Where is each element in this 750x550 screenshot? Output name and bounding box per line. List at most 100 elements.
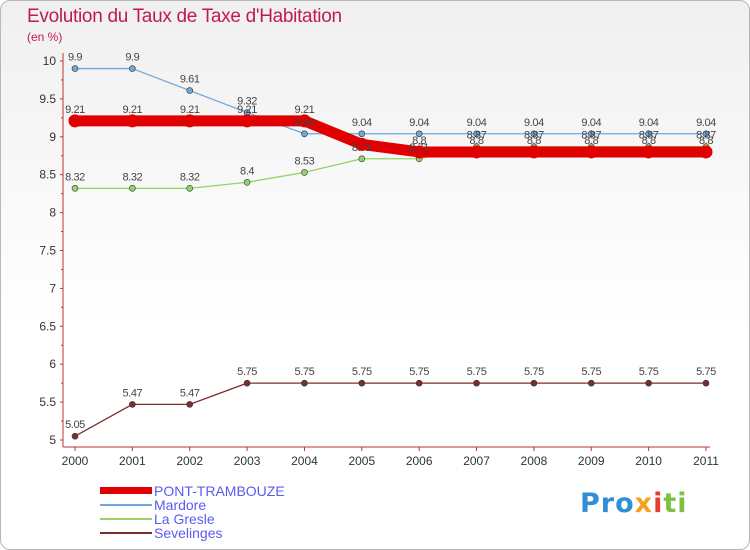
data-label-sevelinges: 5.47 [122, 387, 142, 399]
x-tick-label: 2011 [693, 454, 719, 468]
legend-swatch-sevelinges [100, 532, 152, 534]
x-tick-label: 2007 [463, 454, 490, 468]
point-sevelinges [358, 379, 366, 387]
point-mardore [71, 65, 79, 72]
x-tick-label: 2009 [578, 454, 605, 468]
data-label-mardore: 9.04 [581, 117, 601, 129]
data-label-la-gresle: 8.87 [639, 130, 659, 142]
data-label-mardore: 9.04 [352, 117, 372, 129]
data-label-sevelinges: 5.75 [639, 366, 659, 378]
point-sevelinges [243, 379, 251, 387]
point-pont-trambouze [699, 145, 713, 159]
point-mardore [301, 130, 308, 138]
x-tick-label: 2004 [291, 454, 318, 468]
data-label-mardore: 9.9 [125, 52, 139, 64]
point-sevelinges [186, 401, 194, 408]
data-label-la-gresle: 8.71 [409, 142, 429, 154]
point-sevelinges [587, 379, 595, 387]
point-la-gresle [129, 185, 136, 192]
x-tick-label: 2002 [176, 454, 203, 468]
point-pont-trambouze [470, 145, 484, 159]
x-tick-label: 2010 [635, 454, 662, 468]
point-la-gresle [243, 178, 251, 186]
x-tick-label: 2001 [119, 454, 146, 468]
y-tick-label: 6 [49, 357, 56, 371]
data-label-pont-trambouze: 9.21 [65, 104, 85, 116]
legend-swatch-pont-trambouze [100, 487, 152, 494]
y-tick-label: 9.5 [39, 92, 56, 106]
point-la-gresle [186, 185, 194, 192]
chart-data-labels: 9.9 9.9 9.61 9.32 9.04 9.04 9.04 9.04 9.04 9.04 9.… [65, 52, 716, 432]
data-label-pont-trambouze: 8.8 [469, 135, 483, 147]
point-pont-trambouze [68, 114, 82, 128]
point-sevelinges [301, 379, 308, 387]
legend-swatch-la-gresle [100, 518, 152, 520]
data-label-sevelinges: 5.75 [409, 366, 429, 378]
point-pont-trambouze [240, 114, 254, 128]
data-label-sevelinges: 5.75 [524, 366, 544, 378]
legend-label-mardore: Mardore [154, 497, 207, 513]
data-label-sevelinges: 5.47 [180, 387, 200, 399]
data-label-sevelinges: 5.75 [352, 366, 372, 378]
data-label-la-gresle: 8.32 [122, 171, 142, 183]
point-pont-trambouze [584, 145, 598, 159]
series-line-pont-trambouze [69, 115, 712, 158]
chart-axes: 5 5.5 6 6.5 7 7.5 8 8.5 9 9.5 10 2000 2001 2002 2003 20… [39, 53, 719, 468]
data-label-pont-trambouze: 9.21 [237, 104, 257, 116]
y-tick-label: 8 [49, 206, 56, 220]
point-mardore [587, 130, 595, 138]
point-pont-trambouze [297, 114, 311, 128]
data-label-mardore: 9.32 [237, 96, 257, 108]
point-sevelinges [415, 379, 423, 387]
point-la-gresle [301, 169, 308, 176]
series-line-sevelinges [74, 382, 707, 437]
point-mardore [645, 130, 652, 138]
chart-series [68, 65, 713, 440]
data-label-la-gresle: 8.87 [524, 130, 544, 142]
point-pont-trambouze [642, 145, 656, 159]
data-label-mardore: 9.04 [467, 117, 487, 129]
data-label-sevelinges: 5.75 [581, 366, 601, 378]
x-tick-label: 2006 [406, 454, 433, 468]
point-sevelinges [530, 379, 538, 387]
data-label-mardore: 9.9 [68, 52, 82, 64]
data-label-mardore: 9.04 [295, 117, 315, 129]
point-pont-trambouze [183, 114, 197, 128]
point-pont-trambouze [355, 137, 369, 151]
logo-part-2: x [634, 488, 654, 519]
y-tick-label: 10 [43, 54, 57, 68]
point-mardore [186, 87, 194, 94]
chart-subtitle: (en %) [27, 30, 63, 44]
data-label-mardore: 9.61 [180, 74, 200, 86]
data-label-sevelinges: 5.75 [295, 366, 315, 378]
point-mardore [129, 65, 136, 72]
point-sevelinges [129, 401, 136, 408]
legend-label-sevelinges: Sevelinges [154, 525, 223, 541]
legend-label-pont-trambouze: PONT-TRAMBOUZE [154, 483, 285, 499]
data-label-pont-trambouze: 8.8 [527, 135, 541, 147]
point-sevelinges [702, 379, 710, 387]
data-label-la-gresle: 8.71 [352, 142, 372, 154]
data-label-mardore: 9.04 [409, 117, 429, 129]
point-sevelinges [473, 379, 480, 387]
x-tick-label: 2000 [62, 454, 89, 468]
data-label-pont-trambouze: 8.8 [584, 135, 598, 147]
point-mardore [702, 130, 710, 138]
data-label-mardore: 9.04 [524, 117, 544, 129]
logo-part-4: ti [663, 488, 688, 519]
data-label-sevelinges: 5.75 [237, 366, 257, 378]
data-label-la-gresle: 8.87 [581, 130, 601, 142]
data-label-mardore: 9.04 [639, 117, 659, 129]
data-label-sevelinges: 5.75 [467, 366, 487, 378]
data-label-la-gresle: 8.53 [295, 155, 315, 167]
y-tick-label: 5 [49, 433, 56, 447]
data-label-la-gresle: 8.87 [467, 130, 487, 142]
y-tick-label: 5.5 [39, 395, 56, 409]
data-label-la-gresle: 8.4 [240, 165, 254, 177]
point-sevelinges [645, 379, 652, 387]
y-tick-label: 7.5 [39, 244, 56, 258]
x-tick-label: 2005 [348, 454, 375, 468]
data-label-pont-trambouze: 8.8 [642, 135, 656, 147]
